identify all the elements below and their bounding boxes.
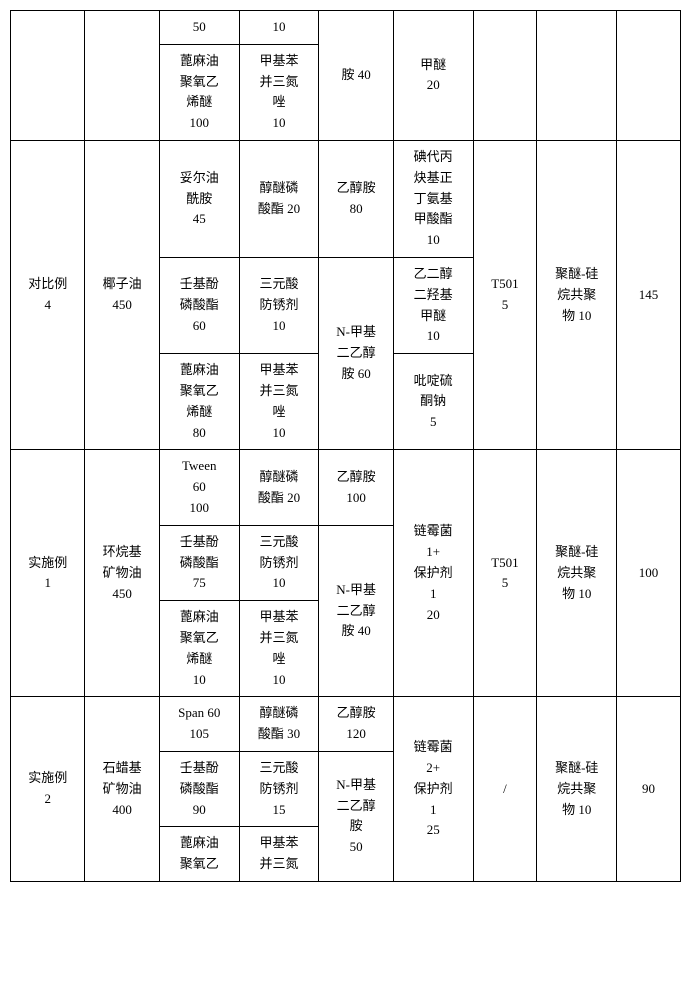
cell: 蓖麻油聚氧乙烯醚10	[159, 601, 239, 697]
cell: Tween60100	[159, 450, 239, 525]
cell: 乙二醇二羟基甲醚10	[393, 257, 473, 353]
cell: 实施例2	[11, 697, 85, 882]
cell: 乙醇胺80	[319, 140, 393, 257]
cell: 醇醚磷酸酯 20	[239, 450, 319, 525]
cell: 聚醚-硅烷共聚物 10	[537, 697, 617, 882]
cell	[85, 11, 159, 141]
cell: 聚醚-硅烷共聚物 10	[537, 140, 617, 449]
data-table: 50 10 胺 40 甲醚20 蓖麻油聚氧乙烯醚100 甲基苯并三氮唑10 对比…	[10, 10, 681, 882]
cell: 壬基酚磷酸酯75	[159, 525, 239, 600]
cell: 三元酸防锈剂10	[239, 525, 319, 600]
cell: 吡啶硫酮钠5	[393, 354, 473, 450]
cell: 石蜡基矿物油400	[85, 697, 159, 882]
cell: T5015	[473, 140, 537, 449]
cell: 甲醚20	[393, 11, 473, 141]
cell: 三元酸防锈剂10	[239, 257, 319, 353]
cell: 90	[617, 697, 681, 882]
cell: 蓖麻油聚氧乙烯醚100	[159, 44, 239, 140]
cell: 甲基苯并三氮唑10	[239, 601, 319, 697]
cell: 对比例4	[11, 140, 85, 449]
cell: 乙醇胺120	[319, 697, 393, 752]
cell: 蓖麻油聚氧乙烯醚80	[159, 354, 239, 450]
cell: 甲基苯并三氮唑10	[239, 354, 319, 450]
cell: 50	[159, 11, 239, 45]
cell: 甲基苯并三氮	[239, 827, 319, 882]
cell: 甲基苯并三氮唑10	[239, 44, 319, 140]
cell: 聚醚-硅烷共聚物 10	[537, 450, 617, 697]
cell: 乙醇胺100	[319, 450, 393, 525]
cell: 三元酸防锈剂15	[239, 751, 319, 826]
cell: 链霉菌1+保护剂120	[393, 450, 473, 697]
cell: 壬基酚磷酸酯60	[159, 257, 239, 353]
cell	[473, 11, 537, 141]
cell: 100	[617, 450, 681, 697]
cell: Span 60105	[159, 697, 239, 752]
cell: 145	[617, 140, 681, 449]
cell	[11, 11, 85, 141]
cell: T5015	[473, 450, 537, 697]
cell: N-甲基二乙醇胺 60	[319, 257, 393, 449]
cell	[537, 11, 617, 141]
cell: 醇醚磷酸酯 30	[239, 697, 319, 752]
cell	[617, 11, 681, 141]
cell: 碘代丙炔基正丁氨基甲酸酯10	[393, 140, 473, 257]
cell: N-甲基二乙醇胺50	[319, 751, 393, 881]
cell: 10	[239, 11, 319, 45]
cell: 蓖麻油聚氧乙	[159, 827, 239, 882]
cell: N-甲基二乙醇胺 40	[319, 525, 393, 697]
cell: 醇醚磷酸酯 20	[239, 140, 319, 257]
cell: 胺 40	[319, 11, 393, 141]
cell: 椰子油450	[85, 140, 159, 449]
cell: 壬基酚磷酸酯90	[159, 751, 239, 826]
cell: 环烷基矿物油450	[85, 450, 159, 697]
cell: 实施例1	[11, 450, 85, 697]
cell: 妥尔油酰胺45	[159, 140, 239, 257]
cell: /	[473, 697, 537, 882]
cell: 链霉菌2+保护剂125	[393, 697, 473, 882]
